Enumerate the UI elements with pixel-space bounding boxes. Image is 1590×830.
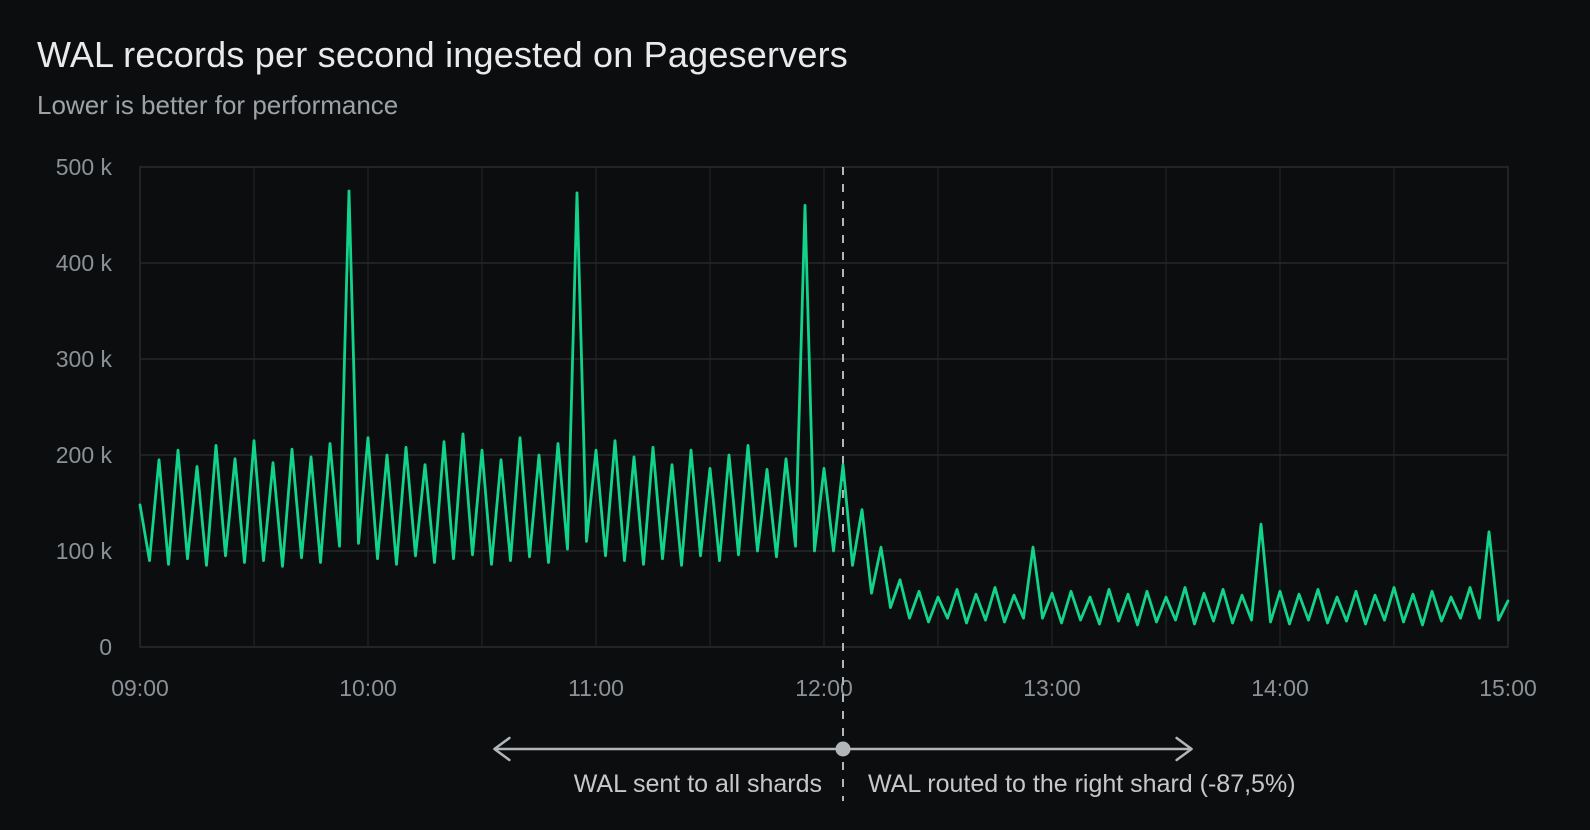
arrow-head-right-icon bbox=[1175, 736, 1193, 762]
y-axis-tick-label: 500 k bbox=[56, 154, 113, 180]
x-axis-tick-label: 12:00 bbox=[795, 675, 853, 701]
x-axis-tick-label: 09:00 bbox=[111, 675, 169, 701]
plot-border bbox=[139, 166, 1509, 648]
x-axis-tick-label: 11:00 bbox=[568, 675, 624, 701]
x-axis-tick-label: 10:00 bbox=[339, 675, 397, 701]
y-axis-tick-label: 0 bbox=[99, 634, 112, 660]
y-axis-tick-label: 200 k bbox=[56, 442, 113, 468]
arrow-head-left-icon bbox=[493, 736, 511, 762]
y-axis-tick-label: 400 k bbox=[56, 250, 113, 276]
x-axis-tick-label: 15:00 bbox=[1479, 675, 1537, 701]
y-axis-tick-label: 100 k bbox=[56, 538, 113, 564]
chart-title: WAL records per second ingested on Pages… bbox=[37, 34, 848, 75]
annotation-right-label: WAL routed to the right shard (-87,5%) bbox=[868, 770, 1296, 798]
y-axis-tick-label: 300 k bbox=[56, 346, 113, 372]
annotation-left-label: WAL sent to all shards bbox=[573, 770, 822, 798]
x-axis-tick-label: 14:00 bbox=[1251, 675, 1309, 701]
marker-dot-icon bbox=[835, 741, 851, 757]
chart-subtitle: Lower is better for performance bbox=[37, 90, 399, 120]
x-axis-tick-label: 13:00 bbox=[1023, 675, 1081, 701]
series-line-wal-records bbox=[138, 189, 1510, 627]
